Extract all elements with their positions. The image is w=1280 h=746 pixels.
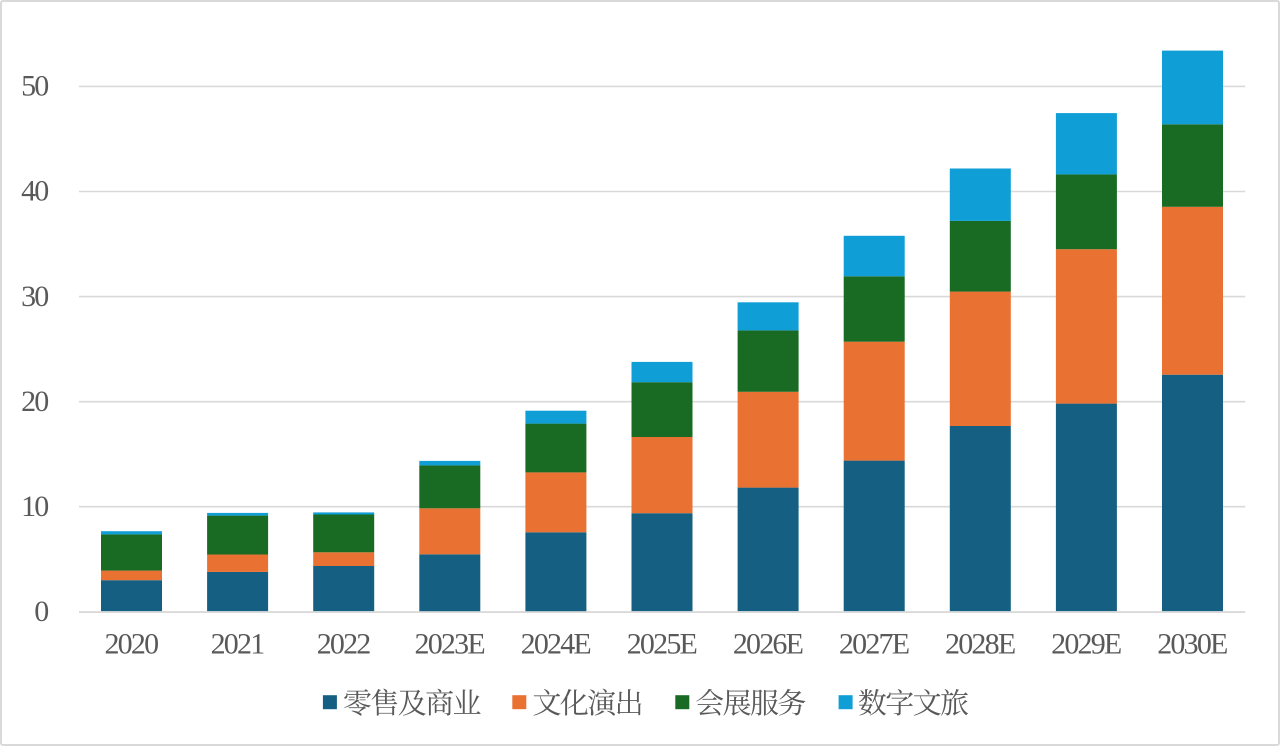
svg-text:2021: 2021 [211,627,265,660]
svg-text:0: 0 [34,595,48,628]
svg-text:2025E: 2025E [627,627,697,660]
svg-text:30: 30 [21,280,48,313]
svg-text:2029E: 2029E [1051,627,1121,660]
svg-text:2028E: 2028E [945,627,1015,660]
svg-text:2023E: 2023E [415,627,485,660]
svg-text:2024E: 2024E [521,627,591,660]
svg-text:20: 20 [21,385,48,418]
svg-text:2020: 2020 [104,627,158,660]
svg-text:10: 10 [21,490,48,523]
svg-text:2022: 2022 [317,627,371,660]
svg-text:2030E: 2030E [1157,627,1227,660]
svg-text:2027E: 2027E [839,627,909,660]
svg-text:50: 50 [21,70,48,103]
svg-text:40: 40 [21,175,48,208]
svg-text:2026E: 2026E [733,627,803,660]
